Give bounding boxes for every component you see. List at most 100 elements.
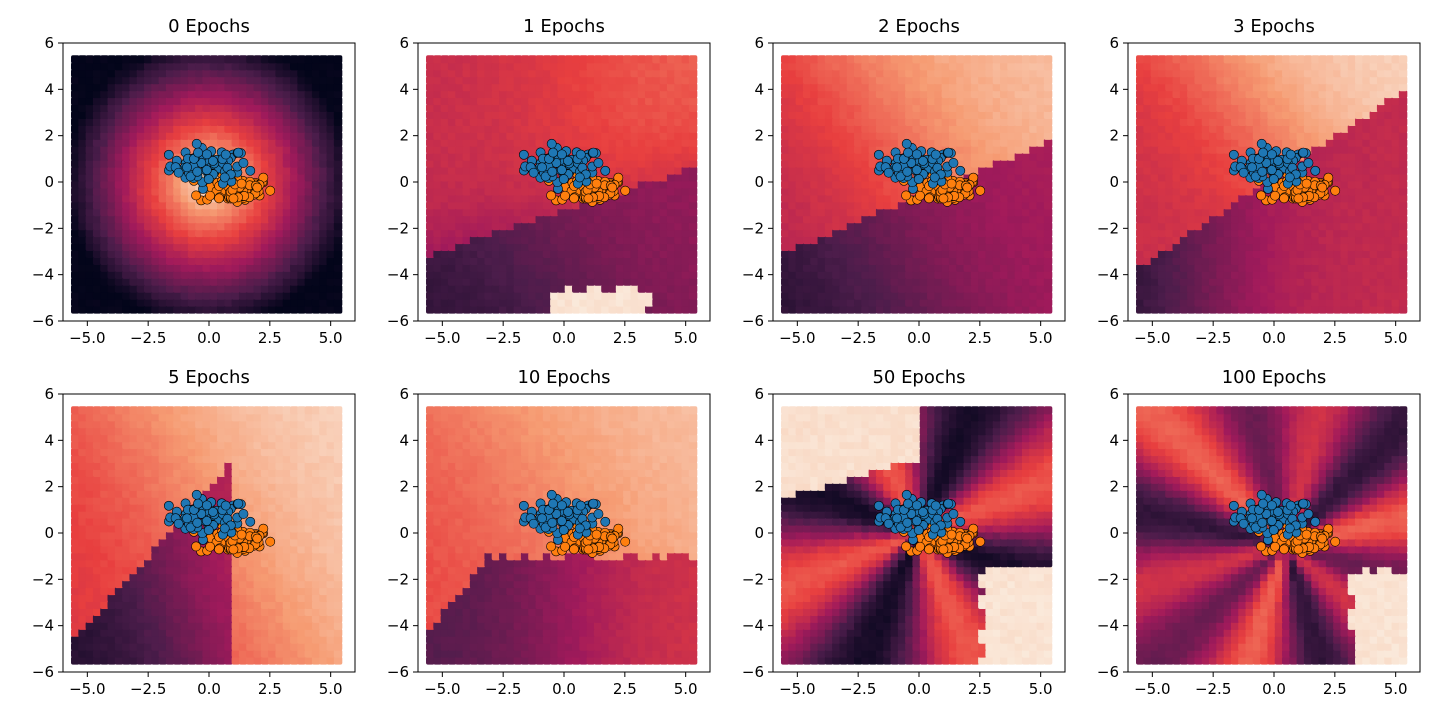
x-tick-label: −2.5 <box>485 329 521 347</box>
y-tick-label: −2 <box>742 219 764 237</box>
y-tick-label: 4 <box>399 431 409 449</box>
blue-point <box>528 167 539 178</box>
decision-surface-5 <box>426 406 698 665</box>
blue-point <box>1266 149 1277 160</box>
blue-point <box>556 500 567 511</box>
y-tick-label: −4 <box>1097 617 1119 635</box>
orange-point <box>901 190 911 201</box>
blue-point <box>903 498 913 509</box>
blue-point <box>929 523 940 534</box>
blue-point <box>537 513 547 524</box>
blue-point <box>1285 500 1296 511</box>
blue-point <box>943 147 954 158</box>
orange-point <box>901 541 911 552</box>
orange-point <box>1279 544 1289 555</box>
blue-point <box>540 522 551 533</box>
blue-point <box>943 498 954 509</box>
blue-point <box>1258 147 1268 158</box>
orange-point <box>569 193 579 204</box>
blue-point <box>930 500 941 511</box>
orange-point <box>205 541 215 552</box>
points-6 <box>873 489 986 558</box>
orange-point <box>962 533 973 544</box>
x-tick-label: −5.0 <box>69 680 105 698</box>
blue-point <box>163 500 174 511</box>
x-tick-label: 0.0 <box>1262 329 1286 347</box>
blue-point <box>192 517 203 528</box>
blue-point <box>883 518 894 529</box>
blue-point <box>575 500 586 511</box>
points-1 <box>518 138 631 207</box>
orange-point <box>569 544 579 555</box>
orange-point <box>560 190 570 201</box>
y-tick-label: 4 <box>754 431 764 449</box>
orange-point <box>620 536 631 547</box>
blue-point <box>1298 147 1309 158</box>
blue-point <box>1228 149 1239 160</box>
blue-point <box>1266 516 1277 526</box>
x-tick-label: 2.5 <box>613 680 637 698</box>
y-tick-label: −6 <box>32 312 54 330</box>
y-tick-label: 6 <box>399 385 409 403</box>
orange-point <box>191 541 201 552</box>
blue-point <box>1268 174 1279 184</box>
blue-point <box>1310 165 1321 176</box>
blue-point <box>1247 513 1257 524</box>
y-tick-label: 2 <box>1109 127 1119 145</box>
blue-point <box>593 158 604 168</box>
blue-point <box>913 525 924 535</box>
orange-point <box>1330 536 1341 547</box>
blue-point <box>1266 165 1277 175</box>
orange-point <box>1256 541 1266 552</box>
x-tick-label: 2.5 <box>1323 680 1347 698</box>
y-tick-label: 2 <box>754 127 764 145</box>
blue-point <box>911 516 922 526</box>
blue-point <box>600 165 611 176</box>
y-tick-label: −2 <box>387 570 409 588</box>
orange-point <box>252 182 263 193</box>
x-tick-label: −5.0 <box>424 329 460 347</box>
x-tick-label: −2.5 <box>840 680 876 698</box>
x-tick-label: 2.5 <box>258 680 282 698</box>
blue-point <box>233 498 244 509</box>
y-tick-label: −4 <box>1097 266 1119 284</box>
x-tick-label: −5.0 <box>1134 680 1170 698</box>
blue-point <box>182 162 192 173</box>
blue-point <box>1273 155 1283 166</box>
y-tick-label: −6 <box>32 663 54 681</box>
y-tick-label: 6 <box>399 34 409 52</box>
blue-point <box>1298 498 1309 509</box>
y-tick-label: 4 <box>399 80 409 98</box>
x-tick-label: 0.0 <box>907 680 931 698</box>
y-tick-label: 0 <box>1109 524 1119 542</box>
orange-point <box>591 529 602 540</box>
y-tick-label: −6 <box>742 312 764 330</box>
panel-6: −5.0 −2.5 0.0 2.5 5.0 −6 −4 −2 0 2 4 6 50 Epochs <box>742 367 1066 698</box>
blue-point <box>883 167 894 178</box>
blue-point <box>558 174 569 184</box>
panel-title: 10 Epochs <box>517 367 610 388</box>
orange-point <box>1256 190 1266 201</box>
orange-point <box>946 178 957 189</box>
y-tick-label: 6 <box>1109 385 1119 403</box>
orange-point <box>1301 178 1312 189</box>
x-tick-label: −2.5 <box>1195 329 1231 347</box>
y-tick-label: 4 <box>1109 431 1119 449</box>
x-tick-label: 0.0 <box>552 329 576 347</box>
blue-point <box>201 149 212 160</box>
y-tick-label: 0 <box>399 524 409 542</box>
blue-point <box>918 155 928 166</box>
orange-point <box>214 193 224 204</box>
orange-point <box>915 190 925 201</box>
orange-point <box>946 529 957 540</box>
points-4 <box>163 489 276 558</box>
x-tick-label: 5.0 <box>1384 680 1408 698</box>
blue-point <box>563 155 573 166</box>
blue-point <box>548 498 558 509</box>
blue-point <box>901 138 912 149</box>
y-tick-label: 4 <box>1109 80 1119 98</box>
panel-3: −5.0 −2.5 0.0 2.5 5.0 −6 −4 −2 0 2 4 6 3 Epochs <box>1097 16 1421 347</box>
blue-point <box>1228 500 1239 511</box>
panel-title: 5 Epochs <box>168 367 250 388</box>
y-tick-label: 6 <box>754 34 764 52</box>
